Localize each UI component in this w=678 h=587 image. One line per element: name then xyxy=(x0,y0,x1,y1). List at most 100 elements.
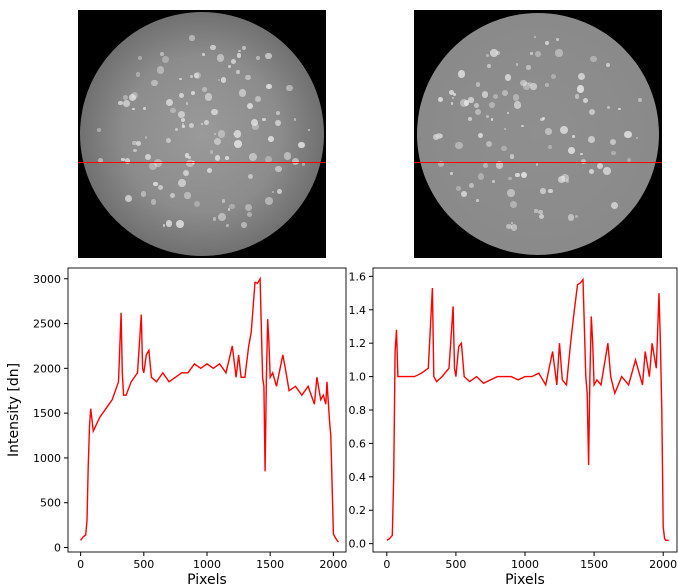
plage-spot xyxy=(201,123,204,126)
x-tick-label: 2000 xyxy=(319,558,347,571)
plage-spot xyxy=(238,49,241,53)
y-tick-label: 3000 xyxy=(33,273,61,286)
plage-spot xyxy=(275,119,282,126)
plage-spot xyxy=(244,203,252,211)
plage-spot xyxy=(507,176,512,181)
plage-spot xyxy=(492,94,498,100)
relative-intensity-profile-chart: 0 500 1000 1500 2000 0.0 0.2 0.4 0.6 0.8 1.0 1.2 1.4… xyxy=(349,267,678,587)
plage-spot xyxy=(178,110,186,118)
plot-frame xyxy=(372,267,678,553)
plage-spot xyxy=(582,97,589,104)
plage-spot xyxy=(148,161,157,170)
y-tick-label: 1.2 xyxy=(349,337,367,350)
plage-spot xyxy=(520,171,527,178)
plage-spot xyxy=(165,98,174,107)
plage-spot xyxy=(477,133,483,139)
plage-spot xyxy=(175,128,178,131)
plage-spot xyxy=(548,188,553,194)
plage-spot xyxy=(252,123,259,130)
y-tick-label: 0.0 xyxy=(349,538,367,551)
plage-spot xyxy=(96,127,102,133)
plage-spot xyxy=(481,91,489,98)
plage-spot xyxy=(140,191,146,197)
plage-spot xyxy=(233,130,242,138)
plage-spot xyxy=(136,141,142,147)
plage-spot xyxy=(539,213,545,219)
plage-spot xyxy=(509,154,515,159)
plage-spot xyxy=(235,70,240,74)
plage-spot xyxy=(237,53,242,58)
plage-spot xyxy=(267,136,274,143)
plage-spot xyxy=(97,157,104,164)
plage-spot xyxy=(482,163,489,169)
y-axis-label: Intensity [dn] xyxy=(6,363,22,457)
plage-spot xyxy=(540,117,544,122)
x-axis-label: Pixels xyxy=(505,572,545,587)
plot-frame xyxy=(67,267,347,553)
plage-spot xyxy=(460,191,467,198)
plage-spot xyxy=(246,211,253,218)
plage-spot xyxy=(526,65,531,70)
plage-spot xyxy=(165,219,173,227)
plage-spot xyxy=(513,100,522,109)
plage-spot xyxy=(495,50,500,55)
plage-spot xyxy=(534,209,538,213)
plage-spot xyxy=(202,53,205,56)
plage-spot xyxy=(264,156,273,164)
cut-line-raw xyxy=(78,162,326,163)
plage-spot xyxy=(459,99,468,107)
plage-spot xyxy=(165,137,172,144)
plage-spot xyxy=(485,53,490,58)
y-tick-label: 1000 xyxy=(33,452,61,465)
y-tick-label: 1.6 xyxy=(349,270,367,283)
plage-spot xyxy=(194,72,199,78)
plage-spot xyxy=(491,118,494,121)
plage-spot xyxy=(455,141,464,150)
plage-spot xyxy=(142,106,147,111)
plage-spot xyxy=(515,172,520,177)
plage-spot xyxy=(638,98,643,103)
plage-spot xyxy=(530,52,534,55)
plage-spot xyxy=(220,77,227,84)
y-tick-label: 1.4 xyxy=(349,304,367,317)
plage-spot xyxy=(250,119,259,127)
plage-spot xyxy=(181,118,186,122)
plage-spot xyxy=(527,82,532,87)
plage-spot xyxy=(204,120,209,126)
plage-spot xyxy=(159,51,165,57)
plage-spot xyxy=(275,111,280,115)
plage-spot xyxy=(578,72,586,81)
plage-spot xyxy=(211,108,218,116)
plage-spot xyxy=(189,35,195,41)
plage-spot xyxy=(540,188,546,194)
plage-spot xyxy=(555,38,559,41)
plage-spot xyxy=(522,82,530,90)
plage-spot xyxy=(477,173,485,180)
plage-spot xyxy=(550,74,556,80)
plage-spot xyxy=(561,174,570,182)
plage-spot xyxy=(218,212,226,221)
solar-disk-normalized xyxy=(417,13,659,255)
series-line xyxy=(80,276,339,543)
plage-spot xyxy=(170,107,176,114)
solar-disk-image-normalized xyxy=(414,10,662,258)
plage-spot xyxy=(596,162,603,169)
plage-spot xyxy=(510,221,514,224)
y-tick-label: 2000 xyxy=(33,362,61,375)
plage-spot xyxy=(124,195,132,203)
plage-spot xyxy=(156,66,165,74)
x-tick-label: 0 xyxy=(77,558,84,571)
plage-spot xyxy=(144,153,151,160)
plage-spot xyxy=(510,200,518,208)
plage-spot xyxy=(503,128,506,131)
plage-spot xyxy=(217,78,221,81)
plage-spot xyxy=(227,64,232,68)
solar-disk-image-raw xyxy=(78,10,326,258)
plage-spot xyxy=(618,107,622,111)
plage-spot xyxy=(577,85,585,93)
plage-spot xyxy=(133,148,137,153)
y-tick-label: 2500 xyxy=(33,318,61,331)
plage-spot xyxy=(450,102,454,105)
plage-spot xyxy=(190,75,194,79)
plage-spot xyxy=(609,139,616,146)
